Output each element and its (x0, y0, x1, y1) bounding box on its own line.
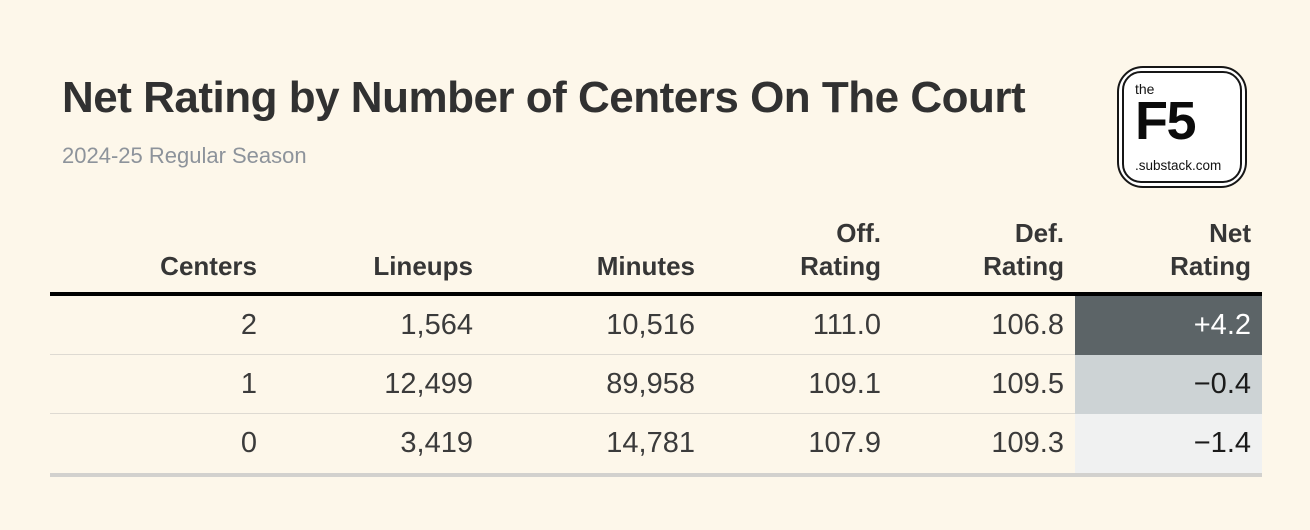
cell-minutes: 10,516 (484, 296, 706, 355)
cell-centers: 2 (50, 296, 268, 355)
header-line: Def. (1014, 217, 1064, 248)
table-row: 0 3,419 14,781 107.9 109.3 −1.4 (50, 414, 1262, 473)
cell-off-rating: 109.1 (706, 355, 892, 414)
cell-def-rating: 109.5 (892, 355, 1075, 414)
cell-net-rating: −1.4 (1075, 414, 1262, 473)
column-header-minutes: Minutes (484, 210, 706, 292)
column-header-lineups: Lineups (268, 210, 484, 292)
header-line: Rating (983, 250, 1064, 281)
cell-minutes: 14,781 (606, 427, 695, 459)
column-header-net-rating: Net Rating (1075, 210, 1262, 292)
cell-lineups: 3,419 (400, 427, 473, 459)
logo-f5-text: F5 (1135, 91, 1197, 151)
table-header-row: Centers Lineups Minutes Off. Rating Def.… (50, 210, 1262, 296)
cell-def-rating: 109.3 (991, 427, 1064, 459)
header-line: Net (1209, 217, 1251, 248)
table-row: 2 1,564 10,516 111.0 106.8 +4.2 (50, 296, 1262, 355)
cell-minutes: 89,958 (484, 355, 706, 414)
column-header-def-rating: Def. Rating (892, 210, 1075, 292)
header-line: Rating (800, 250, 881, 281)
keyboard-key-icon: the F5 .substack.com (1122, 71, 1242, 183)
logo-the-text: the (1135, 81, 1155, 97)
f5-substack-logo: the F5 .substack.com (1117, 66, 1247, 188)
table-row: 1 12,499 89,958 109.1 109.5 −0.4 (50, 355, 1262, 414)
header-line: Minutes (596, 250, 695, 281)
logo-substack-text: .substack.com (1135, 157, 1222, 173)
cell-net-rating: −0.4 (1075, 355, 1262, 414)
cell-lineups: 12,499 (268, 355, 484, 414)
page-title: Net Rating by Number of Centers On The C… (62, 73, 1026, 122)
net-rating-table: Centers Lineups Minutes Off. Rating Def.… (50, 210, 1262, 477)
cell-def-rating: 106.8 (892, 296, 1075, 355)
cell-centers: 1 (50, 355, 268, 414)
cell-lineups: 1,564 (268, 296, 484, 355)
cell-centers: 0 (240, 427, 257, 459)
cell-off-rating: 107.9 (808, 427, 881, 459)
page-subtitle: 2024-25 Regular Season (62, 143, 307, 168)
header-line: Rating (1170, 250, 1251, 281)
header-line: Centers (160, 250, 257, 281)
column-header-centers: Centers (50, 210, 268, 292)
cell-off-rating: 111.0 (706, 296, 892, 355)
column-header-off-rating: Off. Rating (706, 210, 892, 292)
table-body: 2 1,564 10,516 111.0 106.8 +4.2 1 12,499… (50, 296, 1262, 477)
header-line: Off. (836, 217, 881, 248)
cell-net-rating: +4.2 (1075, 296, 1262, 355)
header-line: Lineups (373, 250, 473, 281)
